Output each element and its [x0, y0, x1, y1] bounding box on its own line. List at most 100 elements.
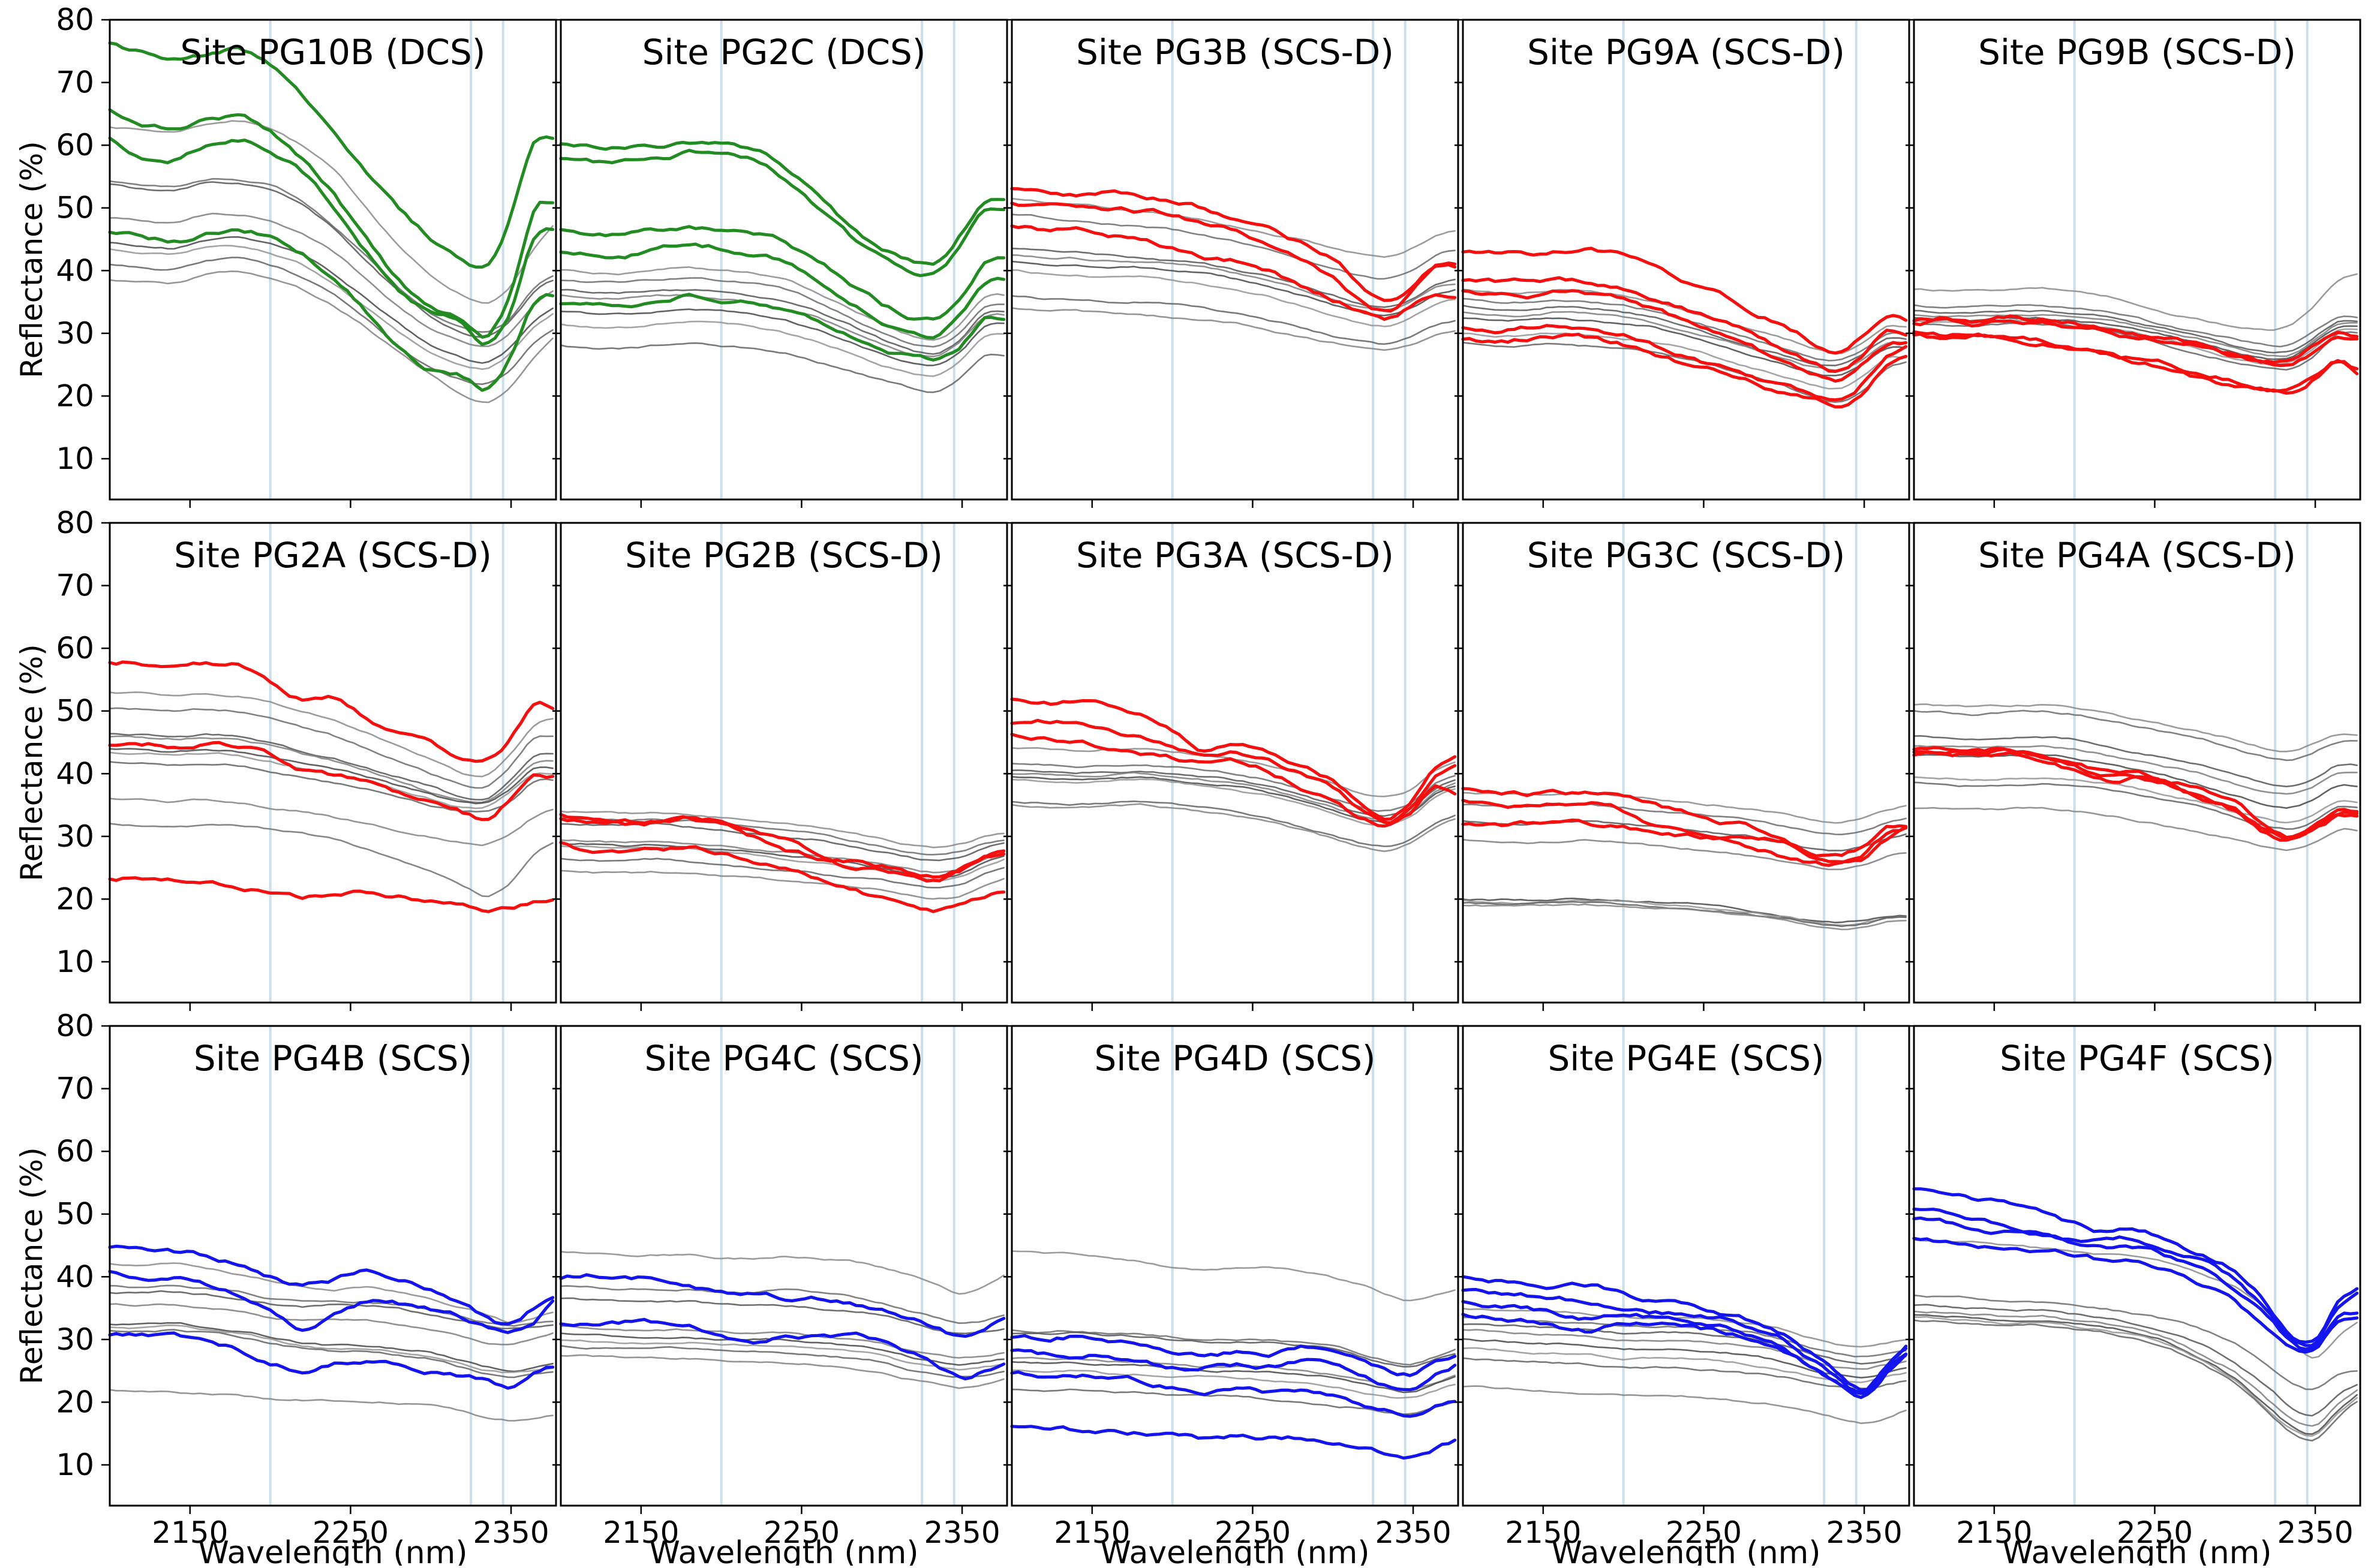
y-tick-label: 80 — [56, 505, 94, 540]
y-tick-label: 10 — [56, 1447, 94, 1482]
spectrum-line-blue — [108, 1269, 555, 1334]
spectrum-line-blue — [1010, 1334, 1457, 1377]
spectrum-line-gray — [1913, 776, 2358, 824]
subplot-title: Site PG10B (DCS) — [181, 32, 486, 73]
spectrum-line-gray — [1011, 803, 1456, 852]
x-tick-label: 2150 — [1054, 1515, 1130, 1550]
spectrum-line-gray — [1913, 273, 2358, 331]
spectrum-line-green — [559, 149, 1006, 278]
spectrum-line-gray — [109, 1329, 554, 1379]
spectrum-line-gray — [1462, 305, 1907, 366]
x-tick-label: 2350 — [473, 1515, 549, 1550]
spectrum-line-gray — [1462, 898, 1907, 923]
spectrum-line-blue — [1912, 1216, 2359, 1351]
spectrum-line-gray — [1913, 781, 2358, 830]
axes-frame — [560, 522, 1008, 1004]
x-tick-label: 2150 — [1956, 1515, 2032, 1550]
spectrum-line-gray — [1913, 1304, 2358, 1417]
subplot-title: Site PG2C (DCS) — [642, 32, 926, 73]
spectrum-line-blue — [1461, 1313, 1908, 1400]
spectrum-line-gray — [1011, 295, 1456, 345]
spectrum-line-gray — [1913, 304, 2358, 348]
spectrum-line-blue — [1010, 1370, 1457, 1418]
spectrum-line-gray — [560, 810, 1005, 848]
x-axis-label: Wavelength (nm) — [1100, 1535, 1369, 1566]
spectrum-line-gray — [109, 1389, 554, 1422]
spectrum-line-gray — [109, 761, 554, 812]
y-tick-label: 80 — [56, 2, 94, 37]
spectrum-line-gray — [560, 266, 1005, 341]
y-tick-label: 30 — [56, 316, 94, 351]
spectrum-line-gray — [1462, 1323, 1907, 1365]
spectrum-line-gray — [1462, 791, 1907, 824]
axes-frame — [1011, 522, 1459, 1004]
y-axis-label: Reflectance (%) — [14, 1147, 49, 1385]
subplot-site-pg4f-scs: 2150 2250 2350 Site PG4F (SCS) Wavelength (n… — [1906, 1025, 2361, 1568]
x-tick-label: 2250 — [2117, 1515, 2193, 1550]
subplot-site-pg4d-scs: 2150 2250 2350 Site PG4D (SCS) Wavelength (n… — [1003, 1025, 1459, 1568]
y-tick-label: 10 — [56, 441, 94, 476]
axes-frame — [1011, 1025, 1459, 1507]
spectrum-line-red — [1461, 289, 1908, 383]
spectrum-line-red — [1010, 718, 1457, 824]
spectrum-line-gray — [109, 748, 554, 805]
spectrum-line-green — [108, 41, 555, 269]
spectrum-line-blue — [108, 1244, 555, 1326]
spectrum-line-blue — [1010, 1348, 1457, 1392]
x-tick-label: 2250 — [1666, 1515, 1742, 1550]
spectrum-line-gray — [1462, 288, 1907, 354]
subplot-site-pg4a-scs-d: Site PG4A (SCS-D) — [1906, 522, 2361, 1011]
spectrum-line-gray — [1462, 317, 1907, 377]
y-tick-label: 20 — [56, 378, 94, 413]
spectrum-line-blue — [1912, 1187, 2359, 1344]
spectrum-line-gray — [560, 1285, 1005, 1324]
y-tick-label: 40 — [56, 756, 94, 791]
spectrum-line-gray — [109, 212, 554, 347]
subplot-title: Site PG4D (SCS) — [1094, 1038, 1375, 1079]
axes-frame — [1913, 522, 2361, 1004]
spectrum-line-gray — [1462, 1357, 1907, 1390]
subplot-site-pg2b-scs-d: Site PG2B (SCS-D) — [552, 522, 1008, 1011]
spectrum-line-red — [1912, 317, 2359, 368]
axes-frame — [1011, 19, 1459, 501]
spectrum-line-gray — [1462, 1385, 1907, 1424]
subplot-site-pg3c-scs-d: Site PG3C (SCS-D) — [1455, 522, 1910, 1011]
x-axis-label: Wavelength (nm) — [649, 1535, 918, 1566]
spectrum-line-gray — [1011, 769, 1456, 817]
spectrum-line-gray — [1913, 309, 2358, 354]
spectrum-line-gray — [109, 257, 554, 386]
spectrum-line-gray — [1462, 903, 1907, 931]
spectrum-line-green — [559, 293, 1006, 362]
y-tick-label: 40 — [56, 253, 94, 288]
axes-frame — [1462, 1025, 1910, 1507]
spectrum-line-gray — [560, 839, 1005, 874]
spectrum-line-blue — [1461, 1287, 1908, 1395]
subplot-site-pg9b-scs-d: Site PG9B (SCS-D) — [1906, 19, 2361, 508]
spectrum-line-red — [108, 741, 555, 821]
spectrum-line-gray — [560, 277, 1005, 348]
subplot-site-pg3b-scs-d: Site PG3B (SCS-D) — [1003, 19, 1459, 508]
spectrum-line-gray — [1913, 745, 2358, 795]
spectrum-line-red — [559, 841, 1006, 913]
y-tick-label: 70 — [56, 1072, 94, 1106]
spectrum-line-red — [1912, 332, 2359, 395]
y-axis-label: Reflectance (%) — [14, 141, 49, 378]
spectrum-line-green — [108, 228, 555, 392]
spectrum-line-gray — [1011, 1329, 1456, 1366]
y-tick-label: 60 — [56, 1134, 94, 1169]
spectrum-line-gray — [560, 869, 1005, 900]
spectrum-line-gray — [1011, 197, 1456, 258]
spectrum-line-green — [559, 242, 1006, 339]
spectrum-line-gray — [109, 691, 554, 778]
spectrum-line-gray — [1011, 1331, 1456, 1368]
subplot-title: Site PG4B (SCS) — [194, 1038, 472, 1079]
spectrum-line-gray — [1913, 753, 2358, 809]
subplot-site-pg10b-dcs: 80 70 60 50 40 30 20 10 Site PG10B (DCS) — [56, 2, 557, 508]
spectrum-line-blue — [1010, 1425, 1457, 1460]
y-tick-label: 80 — [56, 1009, 94, 1043]
spectrum-line-green — [559, 140, 1006, 266]
y-tick-label: 40 — [56, 1259, 94, 1294]
spectrum-line-gray — [1913, 1314, 2358, 1435]
spectrum-line-gray — [1011, 1369, 1456, 1399]
spectrum-line-gray — [1462, 332, 1907, 390]
